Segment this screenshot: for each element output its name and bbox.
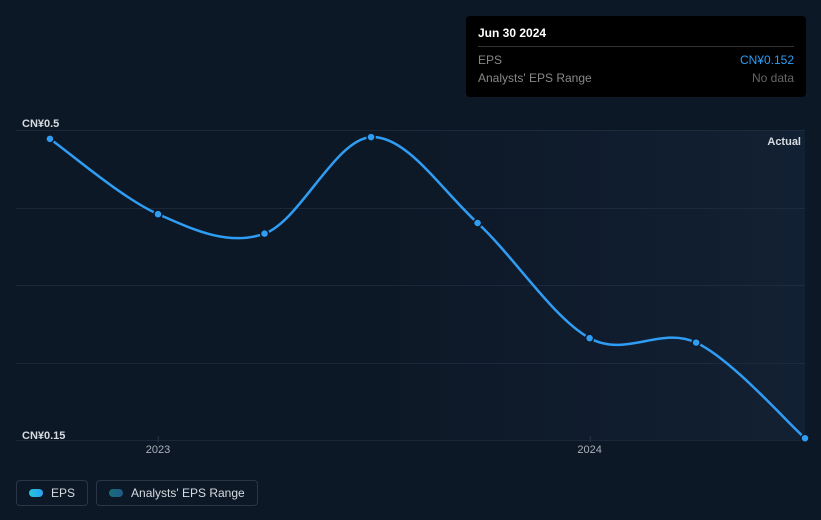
tooltip-value-range: No data xyxy=(752,71,794,85)
x-tick-label: 2024 xyxy=(577,444,601,456)
tooltip-date: Jun 30 2024 xyxy=(478,26,794,47)
data-point[interactable] xyxy=(692,339,700,347)
y-axis-min-label: CN¥0.15 xyxy=(22,430,65,442)
tooltip-label-eps: EPS xyxy=(478,53,502,67)
x-tick-mark xyxy=(158,436,159,442)
data-point[interactable] xyxy=(46,135,54,143)
legend-swatch-range xyxy=(109,489,123,497)
x-tick: 2023 xyxy=(146,444,170,456)
eps-line xyxy=(50,137,805,438)
tooltip-row: EPS CN¥0.152 xyxy=(478,51,794,69)
tooltip-value-eps: CN¥0.152 xyxy=(740,53,794,67)
tooltip-label-range: Analysts' EPS Range xyxy=(478,71,592,85)
data-point[interactable] xyxy=(474,219,482,227)
x-tick-label: 2023 xyxy=(146,444,170,456)
data-point[interactable] xyxy=(367,133,375,141)
legend: EPS Analysts' EPS Range xyxy=(16,480,258,506)
legend-label-eps: EPS xyxy=(51,486,75,500)
x-axis: 2023 2024 xyxy=(16,444,805,464)
legend-item-eps[interactable]: EPS xyxy=(16,480,88,506)
chart-tooltip: Jun 30 2024 EPS CN¥0.152 Analysts' EPS R… xyxy=(466,16,806,97)
legend-label-range: Analysts' EPS Range xyxy=(131,486,245,500)
legend-item-range[interactable]: Analysts' EPS Range xyxy=(96,480,258,506)
x-tick: 2024 xyxy=(577,444,601,456)
actual-label: Actual xyxy=(767,136,801,148)
chart-plot-area[interactable]: Actual CN¥0.5 CN¥0.15 xyxy=(16,130,805,440)
grid-line xyxy=(16,440,805,441)
x-tick-mark xyxy=(590,436,591,442)
y-axis-max-label: CN¥0.5 xyxy=(22,118,59,130)
data-point[interactable] xyxy=(261,230,269,238)
line-chart-svg xyxy=(16,130,805,440)
tooltip-row: Analysts' EPS Range No data xyxy=(478,69,794,87)
legend-swatch-eps xyxy=(29,489,43,497)
data-point[interactable] xyxy=(586,334,594,342)
data-point[interactable] xyxy=(801,434,809,442)
data-point[interactable] xyxy=(154,210,162,218)
